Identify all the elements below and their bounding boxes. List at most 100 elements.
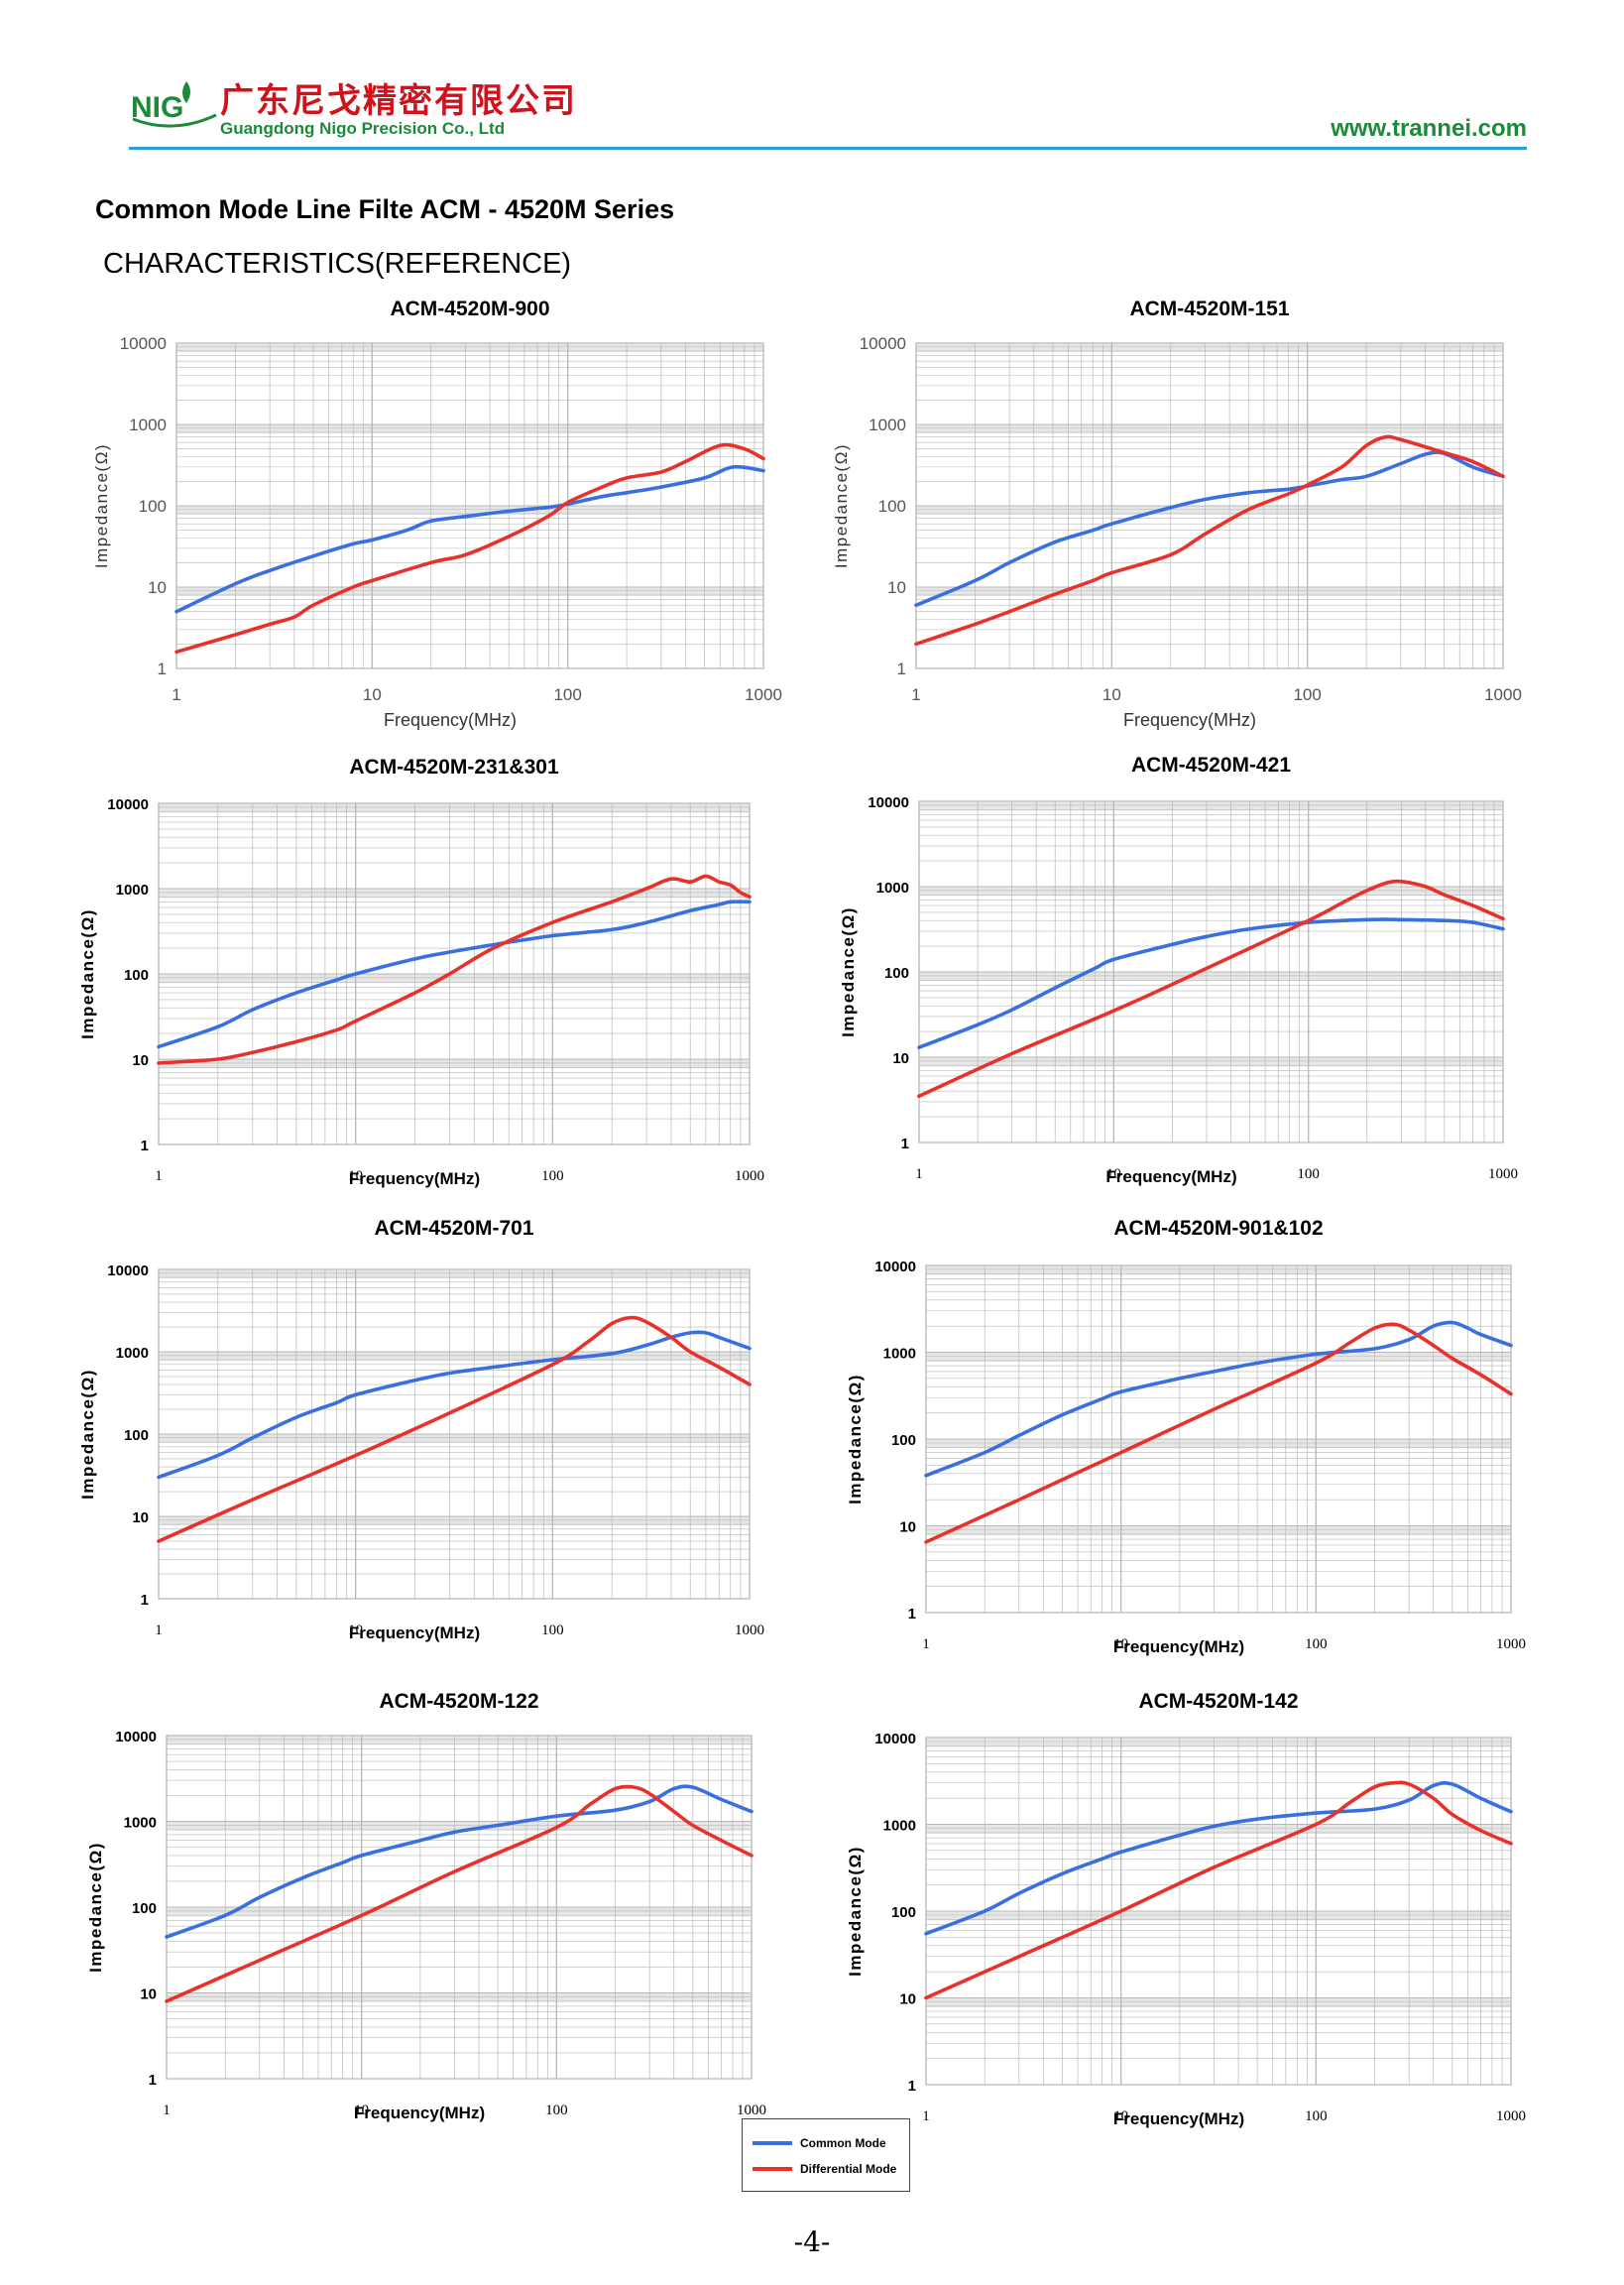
x-tick-label: 1 bbox=[172, 685, 180, 704]
chart-title: ACM-4520M-151 bbox=[1129, 298, 1289, 320]
y-tick-label: 1000 bbox=[129, 416, 167, 434]
x-tick-label: 100 bbox=[1305, 2108, 1328, 2124]
x-tick-label: 1 bbox=[155, 1623, 163, 1638]
legend-item-common: Common Mode bbox=[753, 2133, 886, 2153]
y-tick-label: 1000 bbox=[876, 880, 909, 897]
chart-legend: Common Mode Differential Mode bbox=[742, 2118, 910, 2192]
x-tick-label: 10 bbox=[1102, 685, 1121, 704]
common-mode-curve bbox=[157, 1330, 752, 1480]
grid-band bbox=[926, 1439, 1511, 1449]
differential-mode-curve bbox=[165, 1784, 754, 2003]
legend-swatch-differential bbox=[753, 2167, 792, 2171]
y-tick-label: 100 bbox=[884, 965, 909, 982]
y-tick-label: 10 bbox=[140, 1986, 157, 2003]
grid-band bbox=[916, 587, 1503, 596]
grid-band bbox=[159, 974, 750, 984]
y-tick-label: 10000 bbox=[107, 1263, 149, 1279]
legend-item-differential: Differential Mode bbox=[753, 2159, 896, 2179]
y-tick-label: 1 bbox=[908, 2078, 916, 2095]
x-axis-label: Frequency(MHz) bbox=[349, 1624, 480, 1642]
y-tick-label: 10 bbox=[892, 1050, 909, 1067]
x-tick-label: 100 bbox=[1293, 685, 1321, 704]
y-axis-label: Impedance(Ω) bbox=[92, 443, 111, 568]
x-tick-label: 100 bbox=[545, 2103, 568, 2118]
x-tick-label: 100 bbox=[541, 1168, 564, 1184]
x-tick-label: 100 bbox=[1297, 1166, 1320, 1182]
y-tick-label: 10 bbox=[899, 1991, 916, 2008]
x-axis-label: Frequency(MHz) bbox=[1113, 1637, 1244, 1656]
impedance-chart: ACM-4520M-900 1 10 100 1000 1 10 100 1000 10000 Fr… bbox=[92, 298, 782, 730]
x-tick-label: 10 bbox=[363, 685, 382, 704]
y-tick-label: 100 bbox=[124, 967, 149, 984]
y-tick-label: 1000 bbox=[124, 1815, 157, 1832]
y-axis-label: Impedance(Ω) bbox=[86, 1842, 105, 1973]
common-mode-curve bbox=[914, 450, 1505, 607]
x-axis-label: Frequency(MHz) bbox=[384, 710, 517, 730]
legend-label-common: Common Mode bbox=[800, 2136, 886, 2150]
y-tick-label: 1 bbox=[141, 1592, 149, 1609]
common-mode-curve bbox=[174, 464, 765, 614]
y-tick-label: 100 bbox=[132, 1900, 157, 1917]
grid-band bbox=[926, 1738, 1511, 1747]
impedance-chart: ACM-4520M-701 1 10 100 1000 1 10 100 1000 10000 Fr… bbox=[78, 1217, 764, 1642]
grid-band bbox=[159, 803, 750, 813]
logo-text: NIG bbox=[131, 91, 183, 124]
chart-title: ACM-4520M-701 bbox=[374, 1217, 533, 1240]
y-tick-label: 1 bbox=[901, 1136, 909, 1152]
grid-band bbox=[926, 1525, 1511, 1535]
page-number: -4- bbox=[793, 2225, 831, 2258]
y-tick-label: 10000 bbox=[120, 334, 167, 353]
grid-band bbox=[919, 972, 1503, 982]
grid-band bbox=[159, 1269, 750, 1278]
x-axis-label: Frequency(MHz) bbox=[349, 1169, 480, 1188]
y-tick-label: 100 bbox=[139, 497, 167, 516]
x-tick-label: 10 bbox=[1113, 1636, 1128, 1652]
grid-band bbox=[176, 587, 763, 596]
company-name-en: Guangdong Nigo Precision Co., Ltd bbox=[220, 119, 506, 138]
y-tick-label: 10 bbox=[887, 578, 906, 597]
grid-band bbox=[159, 1516, 750, 1525]
x-tick-label: 1 bbox=[915, 1166, 923, 1182]
y-tick-label: 1 bbox=[149, 2072, 157, 2089]
y-tick-label: 10000 bbox=[115, 1729, 157, 1745]
grid-band bbox=[176, 506, 763, 515]
grid-band bbox=[159, 1434, 750, 1443]
y-axis-label: Impedance(Ω) bbox=[839, 906, 858, 1037]
chart-title: ACM-4520M-421 bbox=[1131, 754, 1291, 777]
grid-band bbox=[167, 1992, 752, 2002]
y-axis-label: Impedance(Ω) bbox=[846, 1374, 865, 1504]
grid-band bbox=[167, 1736, 752, 1745]
x-tick-label: 1 bbox=[163, 2103, 171, 2118]
differential-mode-curve bbox=[924, 1322, 1513, 1544]
differential-mode-curve bbox=[917, 879, 1505, 1098]
differential-mode-curve bbox=[174, 442, 765, 655]
y-axis-label: Impedance(Ω) bbox=[78, 1369, 97, 1500]
nigo-logo-icon: NIG bbox=[131, 81, 217, 128]
y-axis-label: Impedance(Ω) bbox=[846, 1846, 865, 1977]
website-link[interactable]: www.trannei.com bbox=[1331, 115, 1527, 142]
y-tick-label: 100 bbox=[891, 1432, 916, 1449]
y-tick-label: 1 bbox=[141, 1138, 149, 1154]
y-tick-label: 10000 bbox=[874, 1259, 916, 1275]
chart-title: ACM-4520M-122 bbox=[379, 1690, 538, 1713]
x-tick-label: 10 bbox=[1113, 2108, 1128, 2124]
x-tick-label: 1000 bbox=[735, 1623, 764, 1638]
impedance-chart: ACM-4520M-421 1 10 100 1000 1 10 100 1000 10000 Fr… bbox=[839, 754, 1518, 1186]
grid-band bbox=[919, 1057, 1503, 1067]
page-header: NIG 广东尼戈精密有限公司 Guangdong Nigo Precision … bbox=[129, 67, 1527, 150]
y-tick-label: 10 bbox=[148, 578, 167, 597]
company-name-cn: 广东尼戈精密有限公司 bbox=[220, 81, 577, 121]
y-tick-label: 1 bbox=[897, 660, 906, 678]
differential-mode-curve bbox=[157, 1315, 752, 1543]
impedance-chart: ACM-4520M-231&301 1 10 100 1000 1 10 100 1000 100… bbox=[78, 756, 764, 1188]
grid-band bbox=[159, 889, 750, 899]
x-tick-label: 1 bbox=[155, 1168, 163, 1184]
impedance-chart: ACM-4520M-151 1 10 100 1000 1 10 100 1000 10000 Fr… bbox=[832, 298, 1522, 730]
grid-band bbox=[926, 1352, 1511, 1362]
common-mode-curve bbox=[924, 1781, 1513, 1936]
chart-title: ACM-4520M-901&102 bbox=[1113, 1217, 1323, 1240]
chart-title: ACM-4520M-900 bbox=[390, 298, 549, 320]
y-tick-label: 100 bbox=[124, 1427, 149, 1444]
x-tick-label: 1000 bbox=[1496, 1636, 1526, 1652]
common-mode-curve bbox=[924, 1320, 1513, 1478]
